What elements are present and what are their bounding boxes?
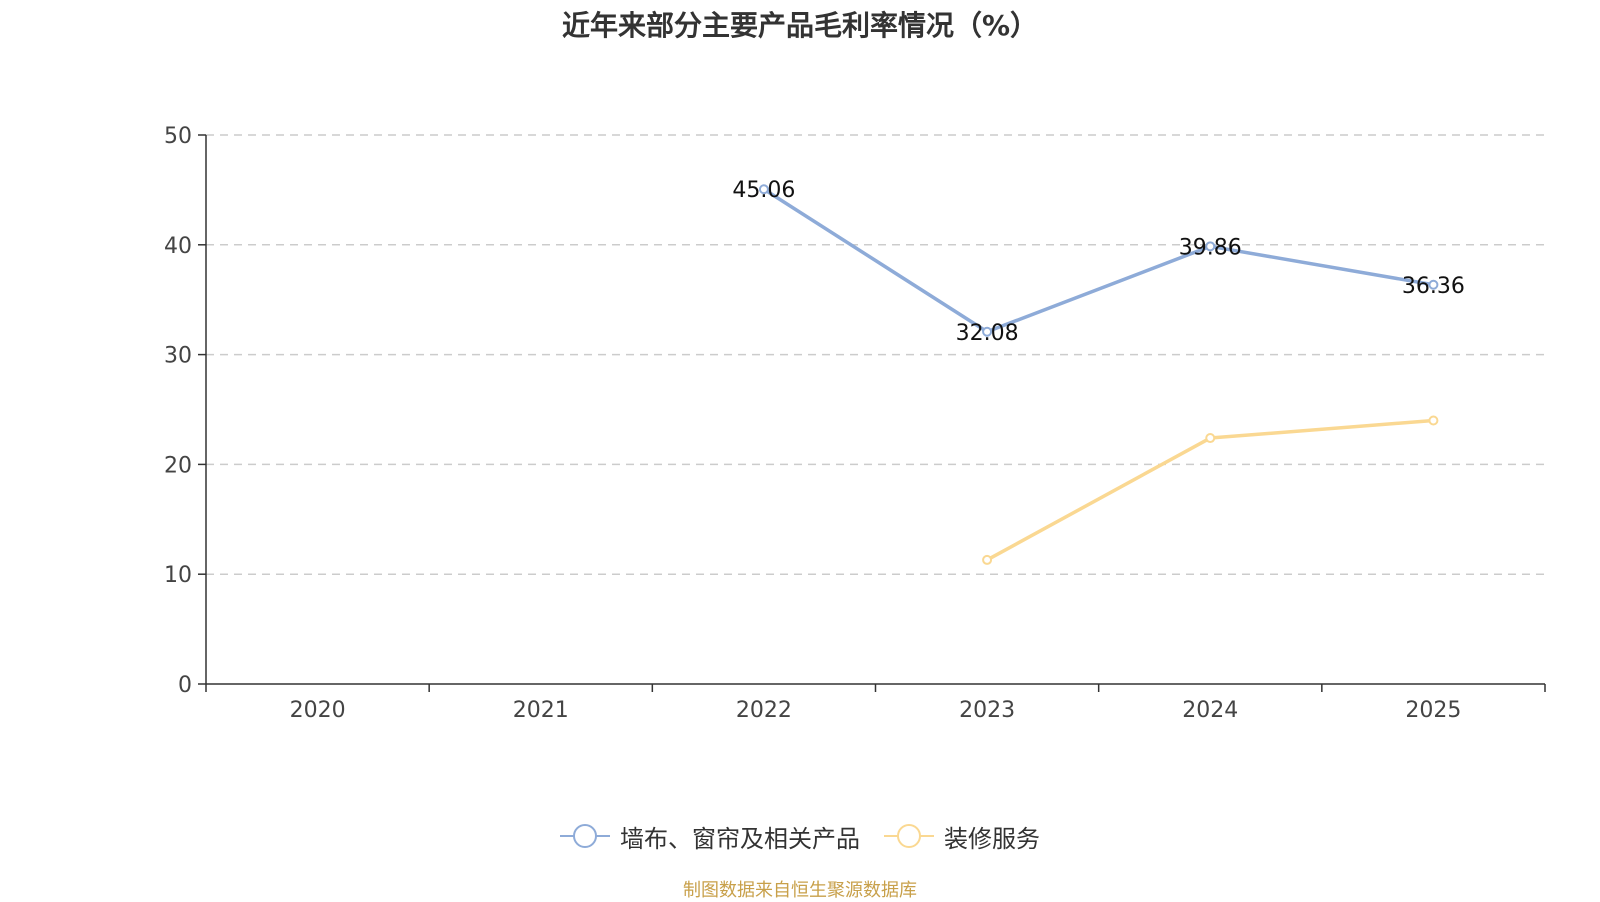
data-label: 45.06 xyxy=(732,178,795,203)
series-lines xyxy=(758,184,1439,565)
data-point xyxy=(758,184,769,195)
legend: 墙布、窗帘及相关产品 装修服务 xyxy=(0,820,1600,853)
data-point xyxy=(1205,433,1216,444)
grid-lines xyxy=(206,134,1545,575)
chart-title: 近年来部分主要产品毛利率情况（%） xyxy=(561,9,1039,42)
x-tick-label: 2022 xyxy=(736,698,792,723)
legend-marker-icon xyxy=(560,823,610,849)
legend-item[interactable]: 墙布、窗帘及相关产品 xyxy=(560,820,860,853)
y-tick-label: 40 xyxy=(164,234,192,259)
data-label: 39.86 xyxy=(1179,235,1242,260)
legend-circle-icon xyxy=(897,824,921,848)
legend-item[interactable]: 装修服务 xyxy=(884,820,1040,853)
x-tick-label: 2023 xyxy=(959,698,1015,723)
data-label: 36.36 xyxy=(1402,274,1465,299)
axes: 0 10 20 30 40 50 2020 2021 2022 2023 2024 2025 xyxy=(164,124,1546,723)
data-labels: 45.06 32.08 39.86 36.36 xyxy=(732,178,1464,346)
x-tick-label: 2020 xyxy=(290,698,346,723)
legend-marker-icon xyxy=(884,823,934,849)
legend-label: 装修服务 xyxy=(944,824,1040,853)
x-tick-label: 2025 xyxy=(1405,698,1461,723)
data-point xyxy=(1428,279,1439,290)
y-tick-label: 10 xyxy=(164,563,192,588)
data-point xyxy=(1205,241,1216,252)
data-point xyxy=(1428,415,1439,426)
x-tick-label: 2024 xyxy=(1182,698,1238,723)
y-tick-label: 0 xyxy=(178,673,192,698)
data-point xyxy=(982,326,993,337)
y-tick-label: 30 xyxy=(164,344,192,369)
y-tick-label: 50 xyxy=(164,124,192,149)
y-tick-label: 20 xyxy=(164,453,192,478)
source-note: 制图数据来自恒生聚源数据库 xyxy=(683,880,917,901)
legend-label: 墙布、窗帘及相关产品 xyxy=(620,824,860,853)
series-line-1 xyxy=(762,187,1434,334)
data-point xyxy=(982,554,993,565)
legend-circle-icon xyxy=(573,824,597,848)
x-tick-label: 2021 xyxy=(513,698,569,723)
data-label: 32.08 xyxy=(956,321,1019,346)
